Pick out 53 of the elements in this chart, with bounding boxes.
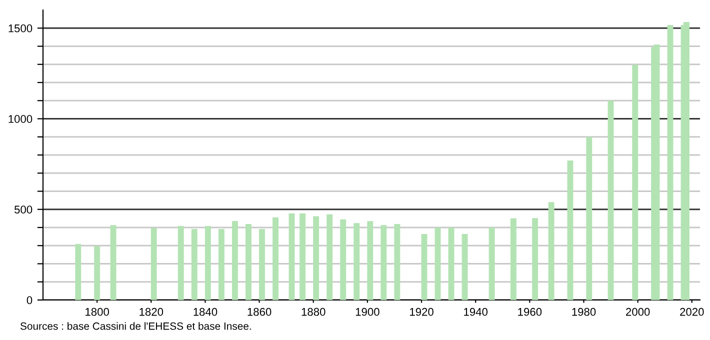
x-tick-label: 1840 (194, 308, 218, 316)
bar (150, 228, 157, 300)
bar (191, 228, 198, 300)
bar (654, 44, 660, 300)
x-tick-label: 2020 (680, 308, 704, 316)
y-tick-label: 1000 (8, 115, 32, 123)
bar (272, 217, 278, 300)
y-tick-label: 500 (14, 206, 32, 214)
x-tick-label: 1860 (248, 308, 272, 316)
bar (684, 22, 690, 300)
bar (178, 226, 184, 300)
bar (448, 228, 454, 300)
bar (586, 136, 592, 300)
bar (232, 220, 238, 300)
bar (380, 225, 387, 300)
bar (300, 213, 306, 300)
bar (288, 213, 295, 300)
bar (367, 221, 374, 300)
bar (354, 223, 360, 300)
x-tick-label: 1800 (86, 308, 109, 316)
bar (608, 100, 614, 300)
bar (421, 234, 428, 300)
bar (246, 224, 252, 300)
y-tick-label: 1500 (8, 24, 32, 32)
bar (204, 226, 211, 300)
bar (326, 214, 333, 300)
bar (532, 218, 538, 300)
bar (218, 228, 224, 300)
x-tick-label: 1940 (464, 308, 488, 316)
bar (94, 246, 100, 300)
x-tick-label: 1880 (302, 308, 326, 316)
x-tick-label: 2000 (626, 308, 650, 316)
x-tick-label: 1980 (572, 308, 596, 316)
bar (462, 234, 468, 300)
bar (548, 202, 554, 300)
bar (313, 216, 320, 300)
bar (667, 25, 674, 300)
x-tick-label: 1960 (518, 308, 542, 316)
bar (340, 219, 346, 300)
bar (488, 228, 495, 300)
bar (394, 224, 400, 300)
x-tick-label: 1820 (140, 308, 164, 316)
source-note: Sources : base Cassini de l'EHESS et base Insee. (20, 322, 251, 330)
x-tick-label: 1900 (356, 308, 380, 316)
bar (567, 160, 574, 300)
bar (110, 225, 116, 300)
y-tick-label: 0 (26, 296, 32, 304)
bar (259, 228, 265, 300)
x-tick-label: 1920 (410, 308, 434, 316)
bar (632, 64, 638, 300)
bar (434, 228, 441, 300)
bar (75, 244, 82, 300)
bar (510, 218, 516, 300)
